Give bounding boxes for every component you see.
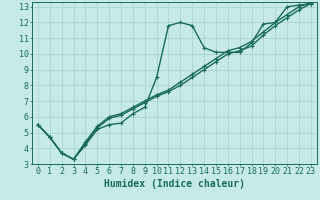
X-axis label: Humidex (Indice chaleur): Humidex (Indice chaleur) xyxy=(104,179,245,189)
